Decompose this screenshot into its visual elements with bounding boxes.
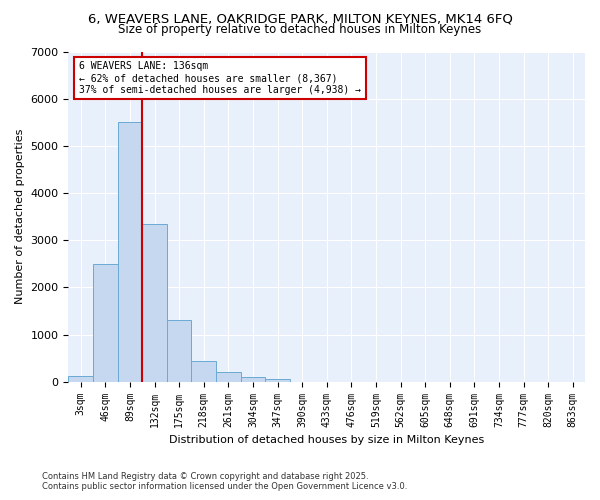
Bar xyxy=(167,320,191,382)
Y-axis label: Number of detached properties: Number of detached properties xyxy=(15,129,25,304)
Bar xyxy=(142,224,167,382)
Text: 6 WEAVERS LANE: 136sqm
← 62% of detached houses are smaller (8,367)
37% of semi-: 6 WEAVERS LANE: 136sqm ← 62% of detached… xyxy=(79,62,361,94)
Text: Contains HM Land Registry data © Crown copyright and database right 2025.
Contai: Contains HM Land Registry data © Crown c… xyxy=(42,472,407,491)
Bar xyxy=(68,376,93,382)
Bar xyxy=(118,122,142,382)
Text: Size of property relative to detached houses in Milton Keynes: Size of property relative to detached ho… xyxy=(118,24,482,36)
Text: 6, WEAVERS LANE, OAKRIDGE PARK, MILTON KEYNES, MK14 6FQ: 6, WEAVERS LANE, OAKRIDGE PARK, MILTON K… xyxy=(88,12,512,26)
Bar xyxy=(241,378,265,382)
Bar xyxy=(216,372,241,382)
Bar xyxy=(265,380,290,382)
Bar xyxy=(93,264,118,382)
Bar xyxy=(191,362,216,382)
X-axis label: Distribution of detached houses by size in Milton Keynes: Distribution of detached houses by size … xyxy=(169,435,484,445)
